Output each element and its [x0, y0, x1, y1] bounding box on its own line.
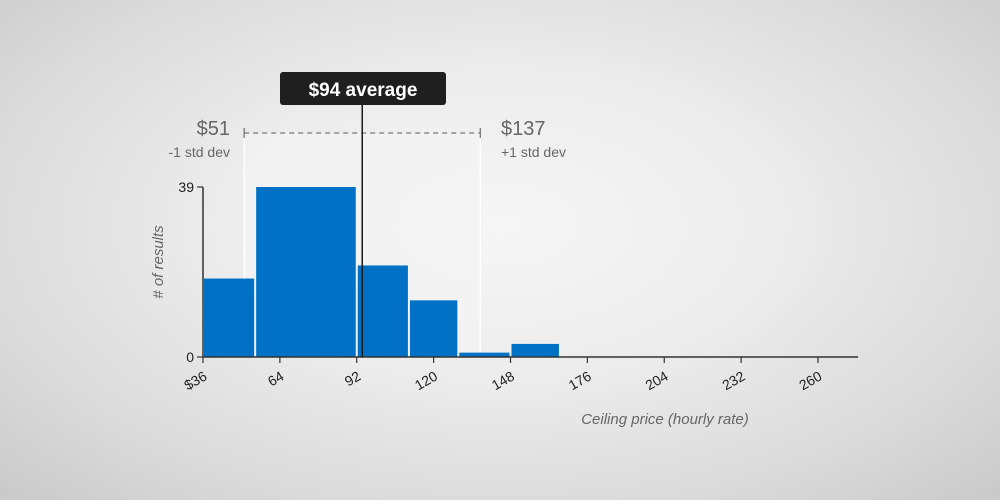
histogram-bar[interactable]: [409, 300, 458, 357]
x-axis-title: Ceiling price (hourly rate): [581, 411, 749, 428]
minus-std-label: -1 std dev: [169, 144, 230, 160]
x-tick-label: $36: [181, 368, 209, 394]
histogram-bar[interactable]: [459, 352, 510, 357]
average-label: $94 average: [309, 80, 418, 101]
average-label-box: [280, 72, 446, 105]
y-axis-ticks: 39 0: [178, 179, 203, 365]
x-tick-label: 64: [265, 368, 287, 390]
histogram-bar[interactable]: [511, 343, 559, 357]
x-tick-label: 232: [719, 368, 747, 394]
x-tick-label: 120: [412, 368, 440, 394]
x-tick-label: 176: [566, 368, 594, 394]
y-tick-label: 0: [186, 349, 194, 365]
histogram-bars: [204, 187, 559, 357]
histogram-bar[interactable]: [357, 265, 408, 357]
x-tick-label: 260: [796, 368, 824, 394]
minus-std-value: $51: [197, 118, 230, 140]
x-tick-label: 148: [489, 368, 517, 394]
chart-axes: [202, 187, 858, 358]
y-tick-label: 39: [178, 179, 194, 195]
x-tick-label: 92: [342, 368, 364, 390]
plus-std-label: +1 std dev: [501, 144, 566, 160]
y-axis-title: # of results: [150, 225, 167, 299]
x-axis-ticks: $36 64 92 120 148 176 204 232 260: [181, 357, 825, 394]
histogram-bar[interactable]: [204, 278, 255, 357]
plus-std-value: $137: [501, 118, 546, 140]
histogram-bar[interactable]: [256, 187, 356, 357]
x-tick-label: 204: [643, 368, 671, 394]
